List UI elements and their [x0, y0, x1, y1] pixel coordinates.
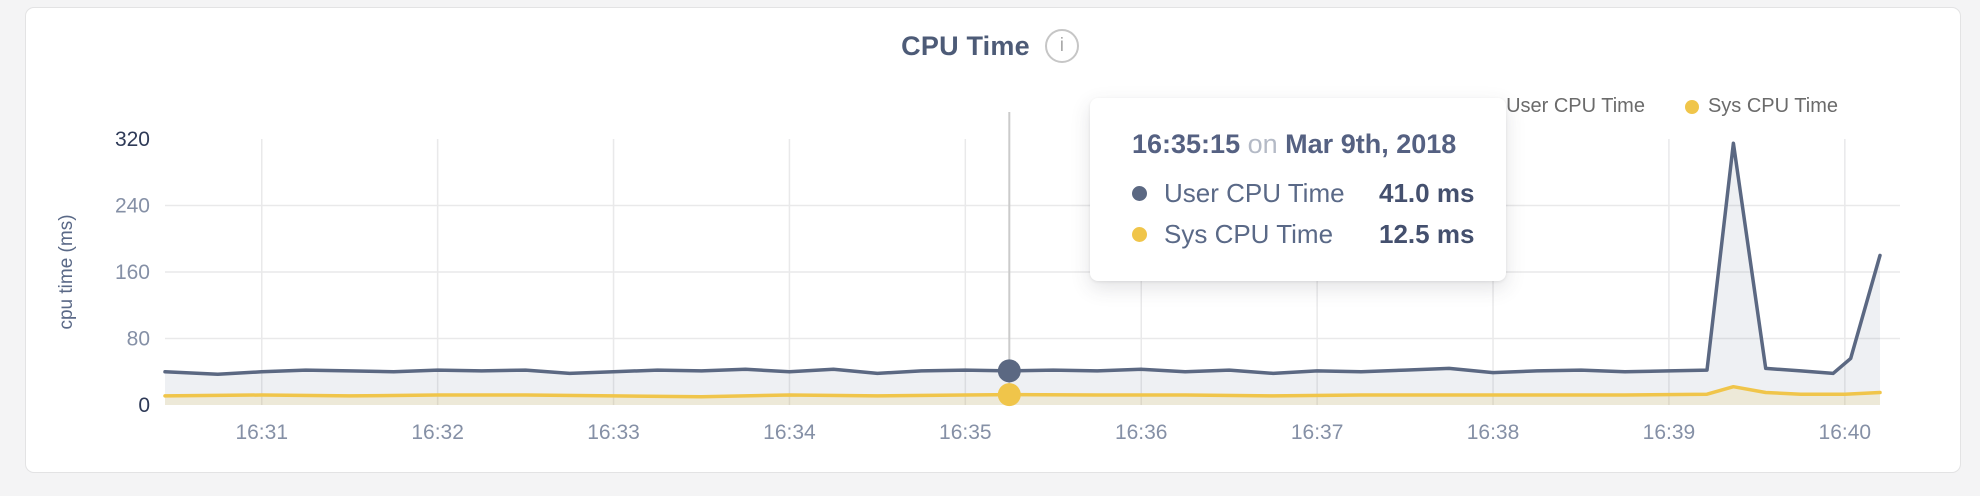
- chart-header: CPU Time i: [0, 29, 1980, 63]
- x-axis-tick-labels: 16:31 16:32 16:33 16:34 16:35 16:36 16:37 16:38…: [235, 421, 1871, 444]
- x-tick-label: 16:35: [939, 421, 992, 444]
- y-tick-label: 80: [127, 328, 150, 351]
- x-tick-label: 16:38: [1467, 421, 1520, 444]
- hover-tooltip: 16:35:15 on Mar 9th, 2018 User CPU Time …: [1090, 98, 1506, 281]
- y-tick-label: 240: [115, 195, 150, 218]
- y-tick-label: 0: [138, 394, 150, 417]
- legend-label-sys: Sys CPU Time: [1707, 95, 1838, 117]
- tooltip-sys-label: Sys CPU Time: [1164, 219, 1334, 249]
- y-tick-label: 320: [115, 128, 150, 151]
- legend-label-user: User CPU Time: [1506, 95, 1645, 117]
- user-cpu-line: [163, 141, 1882, 376]
- tooltip-date: Mar 9th, 2018: [1285, 129, 1457, 159]
- x-tick-label: 16:39: [1643, 421, 1696, 444]
- tooltip-on: on: [1247, 129, 1278, 159]
- sys-cpu-series: [163, 384, 1882, 405]
- user-series-dot-icon: [1132, 186, 1147, 201]
- tooltip-row-user: User CPU Time 41.0 ms: [1132, 173, 1506, 214]
- hover-dot-user: [997, 359, 1021, 383]
- info-icon[interactable]: i: [1044, 29, 1079, 63]
- y-axis-tick-labels: 0 80 160 240 320: [115, 128, 150, 417]
- chart-legend: User CPU Time Sys CPU Time: [1483, 95, 1838, 118]
- legend-item-user-cpu-time[interactable]: User CPU Time: [1483, 95, 1645, 118]
- y-axis: cpu time (ms): [56, 214, 77, 329]
- tooltip-row-sys: Sys CPU Time 12.5 ms: [1132, 214, 1506, 255]
- sys-series-dot-icon: [1132, 227, 1147, 242]
- x-tick-label: 16:40: [1819, 421, 1872, 444]
- tooltip-timestamp: 16:35:15 on Mar 9th, 2018: [1132, 129, 1506, 160]
- y-axis-title: cpu time (ms): [56, 214, 77, 329]
- y-gridlines: [165, 204, 1900, 340]
- hover-crosshair: [997, 112, 1021, 407]
- chart-title: CPU Time: [901, 30, 1030, 61]
- x-tick-label: 16:37: [1291, 421, 1344, 444]
- legend-dot-sys: [1684, 99, 1699, 114]
- tooltip-sys-value: 12.5 ms: [1379, 219, 1475, 249]
- x-tick-label: 16:34: [763, 421, 816, 444]
- x-tick-label: 16:33: [587, 421, 640, 444]
- legend-item-sys-cpu-time[interactable]: Sys CPU Time: [1684, 95, 1838, 118]
- x-tick-label: 16:31: [235, 421, 288, 444]
- y-tick-label: 160: [115, 261, 150, 284]
- tooltip-user-label: User CPU Time: [1164, 178, 1345, 208]
- sys-cpu-line: [163, 384, 1882, 399]
- x-tick-label: 16:32: [411, 421, 464, 444]
- tooltip-user-value: 41.0 ms: [1379, 178, 1475, 208]
- hover-dot-sys: [997, 383, 1021, 407]
- user-cpu-series: [163, 141, 1882, 405]
- x-tick-label: 16:36: [1115, 421, 1168, 444]
- user-area-fill: [165, 143, 1880, 405]
- tooltip-time: 16:35:15: [1132, 129, 1241, 159]
